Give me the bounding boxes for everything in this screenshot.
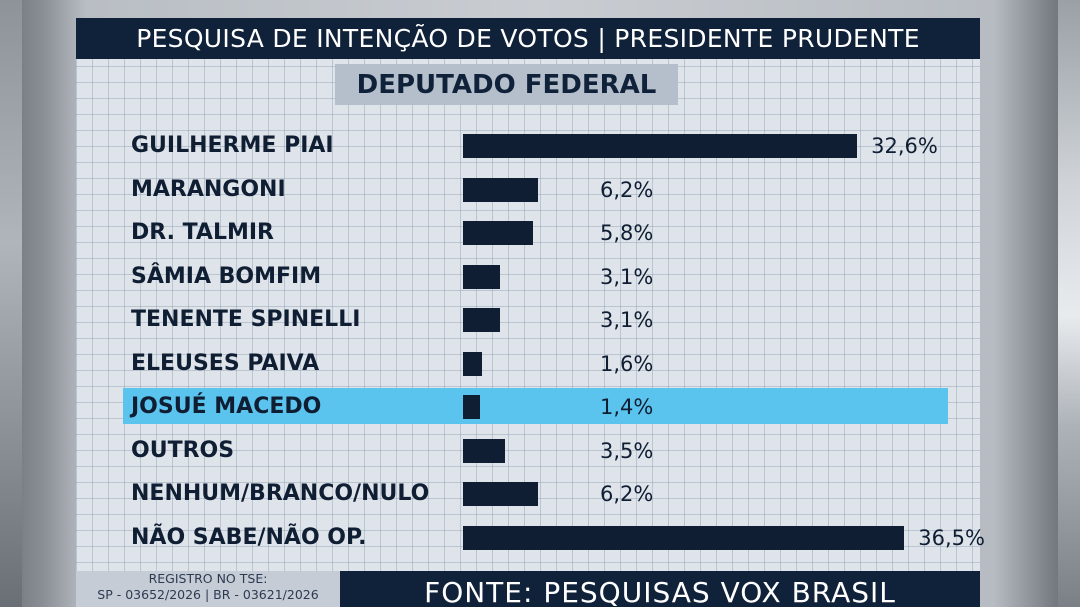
value-label: 36,5% [918, 525, 985, 550]
value-label: 3,1% [600, 264, 654, 289]
bar [463, 134, 858, 158]
category-label: TENENTE SPINELLI [131, 307, 361, 332]
bar [463, 395, 480, 419]
registro-label: REGISTRO NO TSE: [148, 571, 268, 586]
bar [463, 438, 506, 463]
highlight-row [123, 388, 948, 424]
bar [463, 351, 483, 376]
bar [463, 525, 905, 550]
registro-numbers: SP - 03652/2026 | BR - 03621/2026 [97, 587, 319, 602]
value-label: 6,2% [600, 177, 654, 202]
chart-subtitle: DEPUTADO FEDERAL [335, 64, 678, 105]
category-label: ELEUSES PAIVA [131, 350, 320, 376]
category-label: JOSUÉ MACEDO [131, 394, 322, 419]
category-label: MARANGONI [131, 176, 286, 202]
chart-board [76, 18, 980, 607]
header-title: PESQUISA DE INTENÇÃO DE VOTOS | PRESIDEN… [76, 18, 980, 59]
category-label: SÂMIA BOMFIM [131, 263, 322, 289]
category-label: OUTROS [131, 437, 235, 463]
value-label: 3,1% [600, 308, 654, 332]
value-label: 1,4% [600, 395, 654, 419]
bar [463, 308, 501, 332]
background-left [0, 0, 22, 607]
value-label: 1,6% [600, 351, 654, 376]
bar [463, 221, 534, 245]
category-label: NENHUM/BRANCO/NULO [131, 481, 430, 506]
value-label: 3,5% [600, 438, 654, 463]
bar [463, 482, 538, 506]
value-label: 5,8% [600, 221, 654, 245]
bar [463, 264, 501, 289]
category-label: NÃO SABE/NÃO OP. [131, 524, 367, 550]
value-label: 6,2% [600, 482, 654, 506]
value-label: 32,6% [871, 134, 938, 158]
category-label: DR. TALMIR [131, 220, 274, 245]
category-label: GUILHERME PIAI [131, 133, 334, 158]
tse-registration: REGISTRO NO TSE: SP - 03652/2026 | BR - … [76, 571, 340, 607]
background-right [1058, 0, 1080, 607]
bar [463, 177, 538, 202]
source-footer: FONTE: PESQUISAS VOX BRASIL [340, 571, 980, 607]
